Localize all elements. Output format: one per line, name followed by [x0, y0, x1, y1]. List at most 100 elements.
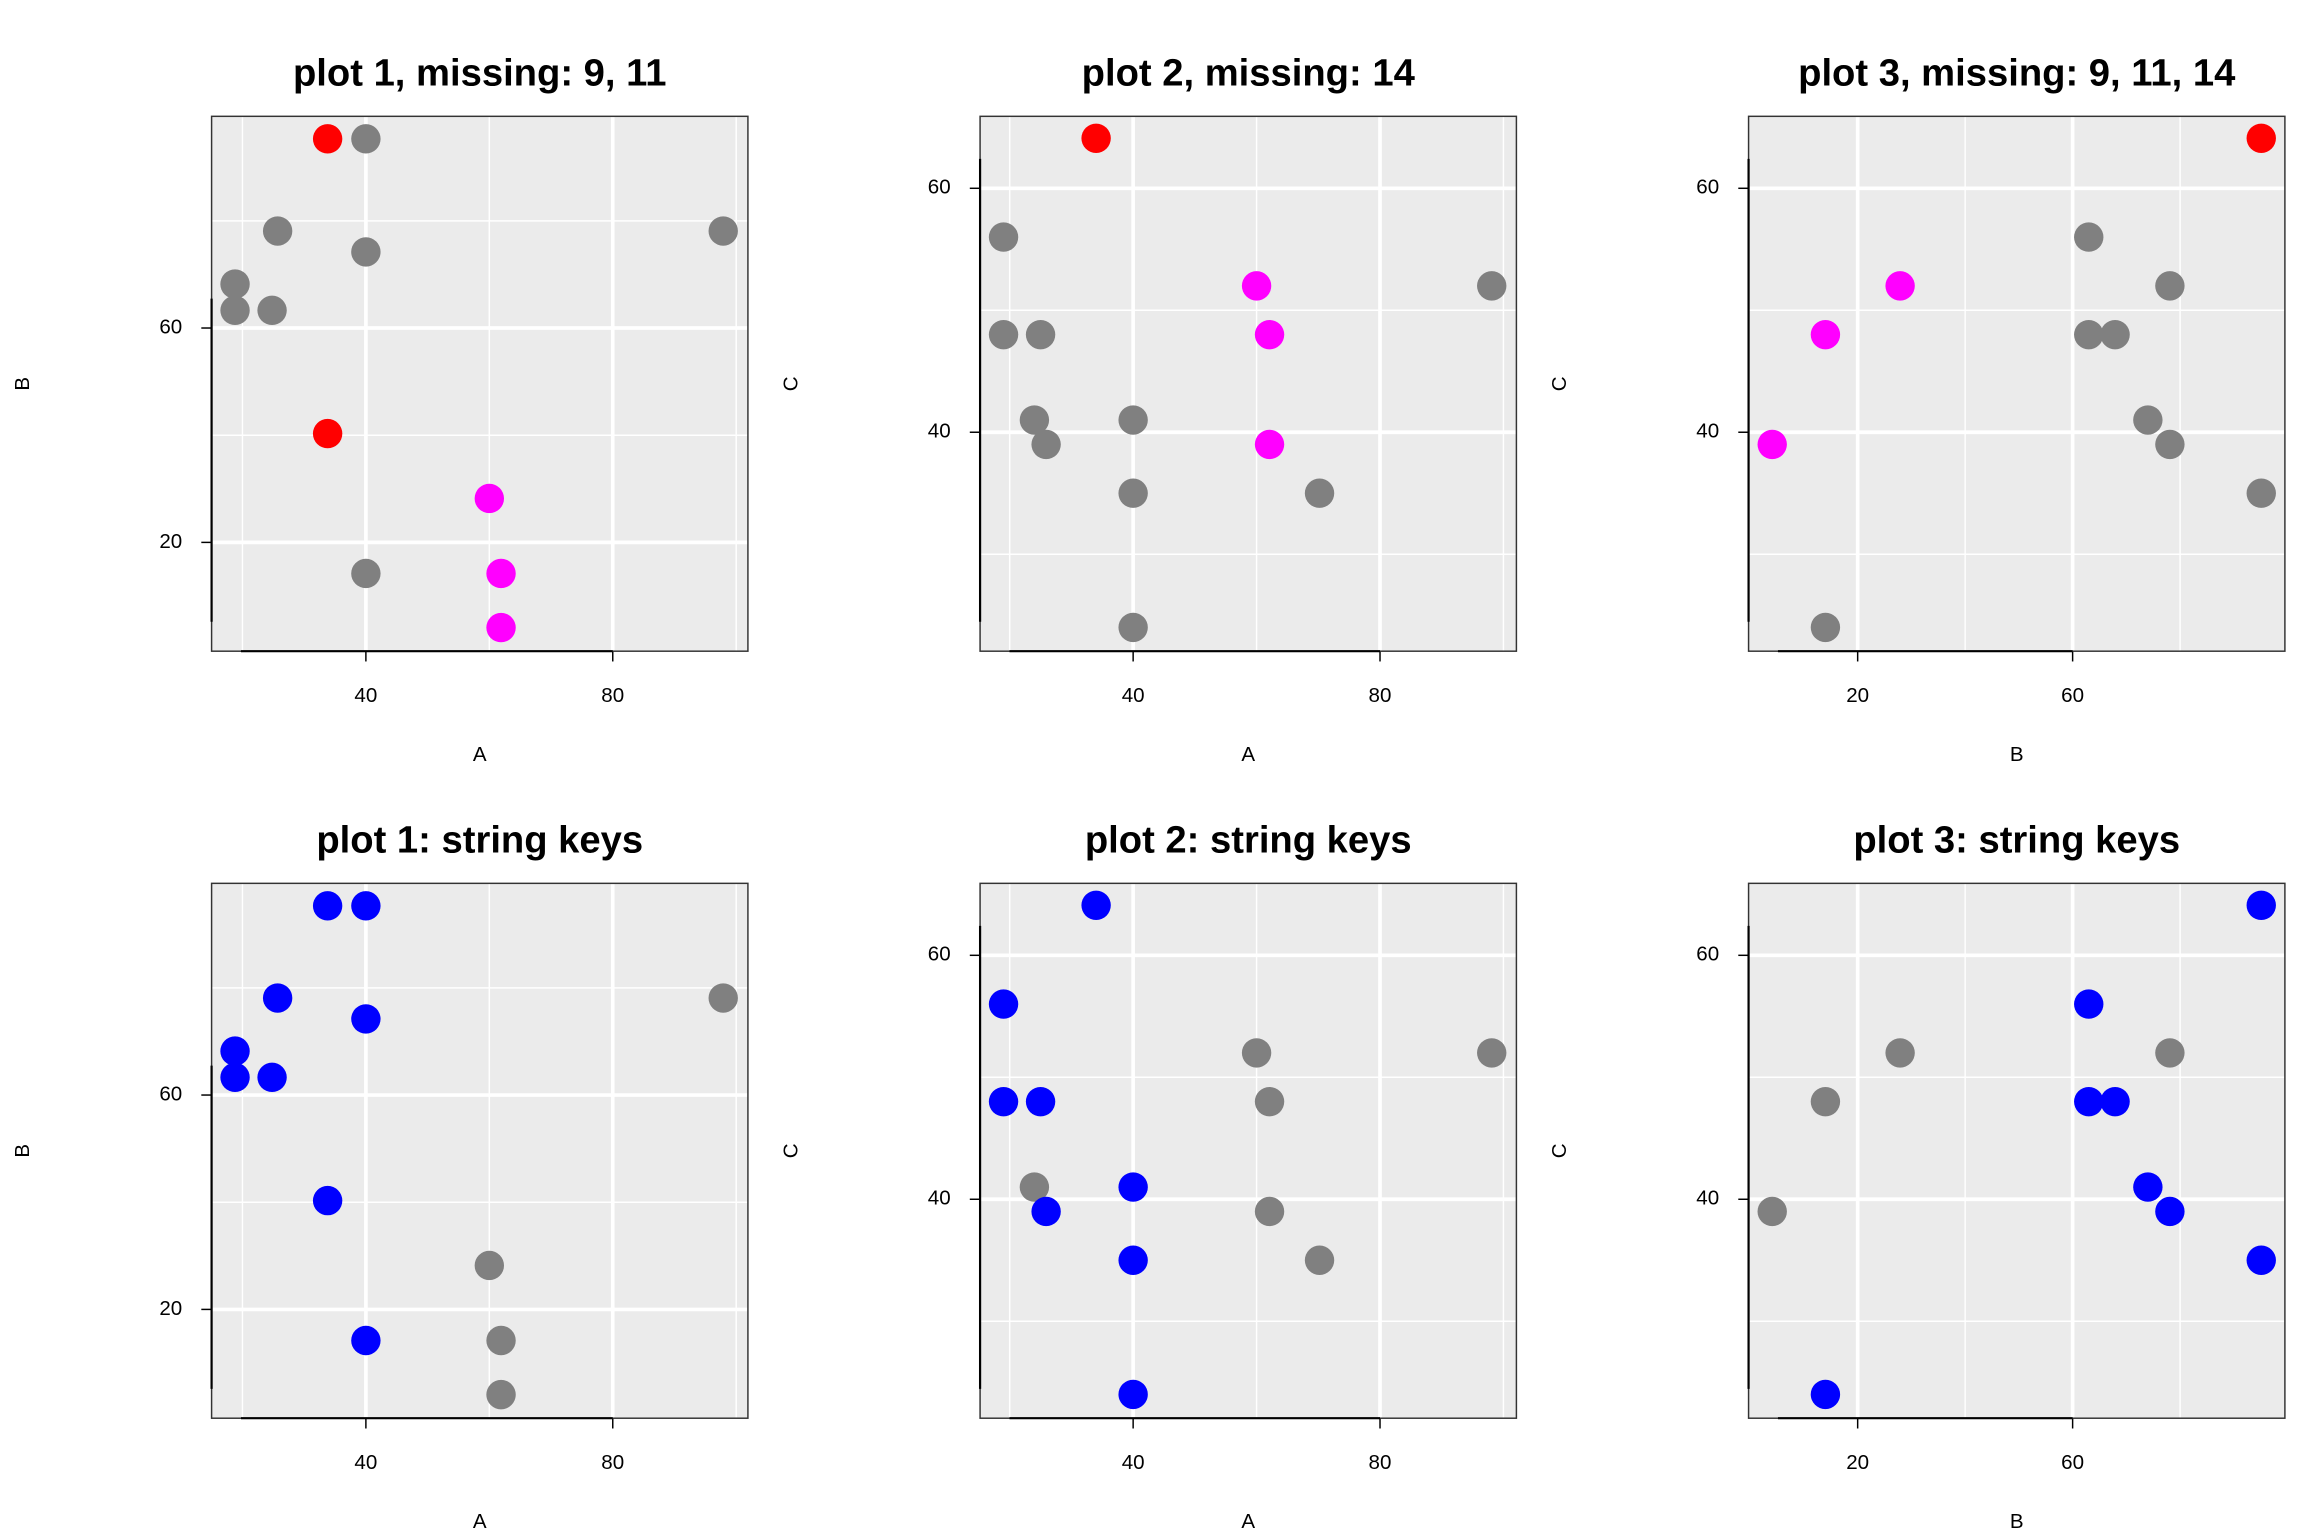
y-tick-label: 60	[159, 1082, 182, 1105]
point	[351, 891, 381, 921]
plot-area	[980, 116, 1517, 652]
point	[474, 483, 505, 514]
x-axis-label: A	[1241, 1510, 1255, 1533]
chart-title: plot 2: string keys	[1085, 818, 1412, 861]
point	[2100, 1086, 2130, 1117]
y-tick-label: 40	[1696, 1187, 1719, 1210]
point	[1810, 1379, 1841, 1410]
x-tick-label: 80	[1369, 684, 1392, 707]
point	[1885, 1038, 1915, 1068]
point	[486, 558, 516, 589]
point	[220, 295, 250, 326]
plot-area	[980, 883, 1517, 1419]
point	[1118, 1245, 1148, 1275]
plot-area	[211, 883, 748, 1419]
point	[1025, 319, 1056, 350]
point	[1810, 319, 1841, 350]
x-axis-label: A	[1241, 743, 1255, 766]
point	[262, 216, 293, 246]
point	[1254, 319, 1285, 350]
point	[1031, 429, 1061, 460]
point	[1254, 1086, 1285, 1117]
point	[988, 1086, 1019, 1117]
point	[1810, 1086, 1841, 1117]
x-axis-label: B	[2010, 1510, 2024, 1533]
point	[1118, 1379, 1148, 1410]
point	[2155, 1196, 2185, 1227]
point	[1019, 405, 1050, 435]
x-tick-label: 40	[354, 1451, 377, 1474]
point	[220, 1036, 250, 1066]
y-tick-label: 60	[159, 315, 182, 338]
x-tick-label: 80	[601, 1451, 624, 1474]
point	[486, 612, 516, 643]
point	[2133, 405, 2163, 435]
point	[988, 222, 1019, 252]
point	[1118, 1172, 1148, 1202]
y-tick-label: 40	[1696, 420, 1719, 443]
y-axis-label: B	[11, 377, 34, 391]
point	[2246, 123, 2276, 153]
point	[1304, 478, 1335, 508]
chart-title: plot 3, missing: 9, 11, 14	[1798, 51, 2236, 94]
point	[1885, 271, 1915, 301]
point	[1118, 405, 1148, 435]
point	[2246, 478, 2276, 508]
y-axis-label: B	[11, 1144, 34, 1158]
point	[1254, 1196, 1285, 1227]
point	[1118, 612, 1148, 643]
y-axis-label: C	[1548, 376, 1571, 391]
point	[351, 1004, 381, 1034]
chart-title: plot 1, missing: 9, 11	[293, 51, 667, 94]
plot-area	[1748, 116, 2285, 652]
y-tick-label: 60	[1696, 943, 1719, 966]
y-tick-label: 60	[1696, 176, 1719, 199]
point	[1019, 1172, 1050, 1202]
point	[2074, 319, 2104, 350]
point	[2155, 271, 2185, 301]
x-tick-label: 60	[2061, 684, 2084, 707]
point	[486, 1379, 516, 1410]
point	[486, 1325, 516, 1356]
point	[1810, 612, 1841, 643]
plot-area	[1748, 883, 2285, 1419]
point	[312, 418, 343, 449]
point	[1477, 1038, 1507, 1068]
point	[1757, 429, 1787, 460]
x-axis-label: B	[2010, 743, 2024, 766]
y-tick-label: 20	[159, 1297, 182, 1320]
point	[351, 124, 381, 154]
point	[708, 216, 738, 246]
y-axis-label: C	[779, 1143, 802, 1158]
point	[2246, 890, 2276, 920]
point	[1304, 1245, 1335, 1275]
point	[1118, 478, 1148, 508]
point	[1081, 890, 1111, 920]
point	[1031, 1196, 1061, 1227]
x-tick-label: 60	[2061, 1451, 2084, 1474]
y-tick-label: 20	[159, 530, 182, 553]
point	[257, 295, 287, 326]
point	[351, 1325, 381, 1356]
y-tick-label: 40	[928, 420, 951, 443]
point	[1241, 1038, 1272, 1068]
point	[988, 319, 1019, 350]
point	[220, 1062, 250, 1093]
point	[474, 1250, 505, 1281]
point	[1757, 1196, 1787, 1227]
point	[351, 237, 381, 267]
y-tick-label: 60	[928, 943, 951, 966]
x-tick-label: 40	[1122, 1451, 1145, 1474]
point	[988, 989, 1019, 1019]
point	[1477, 271, 1507, 301]
point	[2155, 1038, 2185, 1068]
y-tick-label: 60	[928, 176, 951, 199]
x-tick-label: 80	[1369, 1451, 1392, 1474]
point	[708, 983, 738, 1013]
point	[1025, 1086, 1056, 1117]
x-tick-label: 40	[1122, 684, 1145, 707]
chart-title: plot 2, missing: 14	[1082, 51, 1416, 94]
x-tick-label: 80	[601, 684, 624, 707]
point	[351, 558, 381, 589]
plot-area	[211, 116, 748, 652]
